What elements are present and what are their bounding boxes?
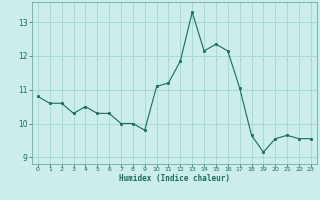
X-axis label: Humidex (Indice chaleur): Humidex (Indice chaleur) [119, 174, 230, 183]
